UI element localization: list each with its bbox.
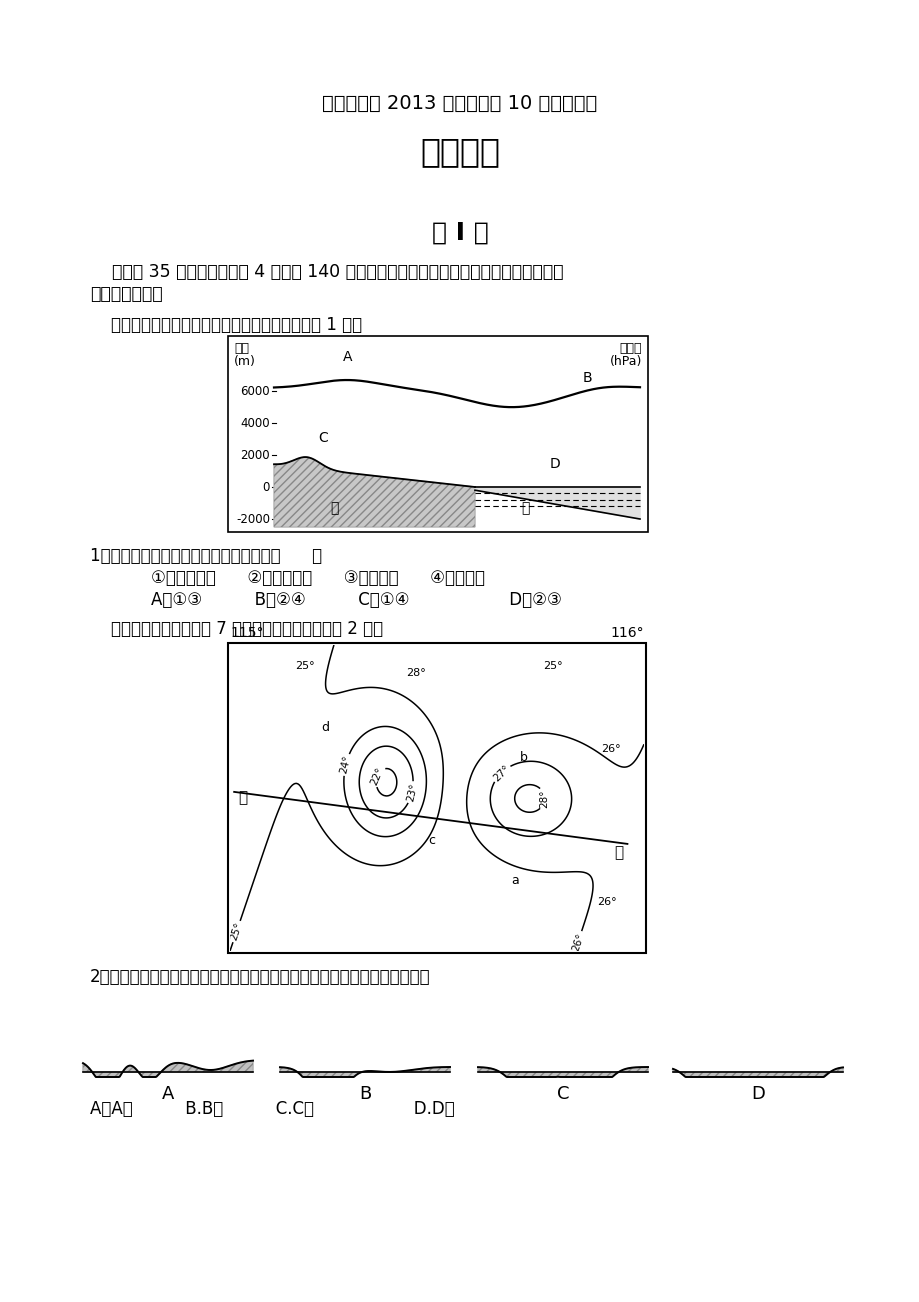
Polygon shape	[474, 487, 640, 519]
Text: 116°: 116°	[609, 626, 643, 641]
Text: C: C	[556, 1085, 569, 1103]
Text: 宜宾市三中 2013 级高三上期 10 月月考试题: 宜宾市三中 2013 级高三上期 10 月月考试题	[322, 94, 597, 112]
Text: b: b	[519, 751, 528, 764]
Text: C: C	[318, 431, 328, 445]
Text: d: d	[321, 721, 329, 734]
Bar	[228, 336, 647, 533]
Text: 28°: 28°	[539, 789, 549, 807]
Text: a: a	[511, 874, 518, 887]
Polygon shape	[478, 1068, 647, 1077]
Text: 读某季节我国东部沿海高空等压面示意图，回答 1 题。: 读某季节我国东部沿海高空等压面示意图，回答 1 题。	[90, 316, 362, 335]
Text: 海: 海	[520, 501, 528, 516]
Text: A: A	[162, 1085, 174, 1103]
Text: c: c	[428, 833, 436, 846]
Polygon shape	[83, 1061, 253, 1077]
Text: (hPa): (hPa)	[609, 355, 641, 368]
Text: 6000: 6000	[240, 384, 269, 397]
Text: 4000: 4000	[240, 417, 269, 430]
Text: ①向高纬凸出      ②向低纬凸出      ③向北凸出      ④向南凸出: ①向高纬凸出 ②向低纬凸出 ③向北凸出 ④向南凸出	[130, 569, 484, 587]
Text: B: B	[358, 1085, 370, 1103]
Text: 乙: 乙	[614, 845, 623, 861]
Text: A．①③          B．②④          C．①④                   D．②③: A．①③ B．②④ C．①④ D．②③	[130, 591, 562, 609]
Text: 甲: 甲	[238, 790, 247, 806]
Text: 26°: 26°	[570, 931, 585, 952]
Text: (m): (m)	[233, 355, 255, 368]
Text: -2000: -2000	[236, 513, 269, 526]
Text: 25°: 25°	[294, 661, 314, 672]
Text: 25°: 25°	[542, 661, 562, 672]
Text: 28°: 28°	[406, 668, 425, 677]
Text: 23°: 23°	[404, 783, 418, 802]
Polygon shape	[274, 457, 474, 527]
Text: 第 I 卷: 第 I 卷	[431, 221, 488, 245]
Text: 26°: 26°	[600, 745, 620, 754]
Text: 陆: 陆	[329, 501, 338, 516]
Text: 22°: 22°	[369, 766, 385, 786]
Text: 25°: 25°	[229, 922, 244, 941]
Text: 文科综合: 文科综合	[420, 135, 499, 168]
Text: 2000: 2000	[240, 449, 269, 462]
Text: 本卷共 35 个小题，每小题 4 分，共 140 分，在每小题给出的四个选项中，只有一项是符: 本卷共 35 个小题，每小题 4 分，共 140 分，在每小题给出的四个选项中，…	[90, 263, 563, 281]
Text: 0: 0	[262, 480, 269, 493]
Polygon shape	[673, 1068, 842, 1077]
Text: 2．从单纯从地形上看，以下四幅剖面图与上图甲乙线段经过地最相符的是：: 2．从单纯从地形上看，以下四幅剖面图与上图甲乙线段经过地最相符的是：	[90, 967, 430, 986]
Text: 24°: 24°	[338, 755, 353, 775]
Text: B: B	[582, 371, 592, 385]
Text: D: D	[549, 457, 560, 471]
Text: 下图为某大陆沿海地区 7 月份等温线图，读图回答 2 题。: 下图为某大陆沿海地区 7 月份等温线图，读图回答 2 题。	[90, 620, 382, 638]
Text: A: A	[342, 350, 352, 365]
Text: A．A图          B.B图          C.C图                   D.D图: A．A图 B.B图 C.C图 D.D图	[90, 1100, 454, 1118]
Text: 海拔: 海拔	[233, 342, 249, 355]
Text: 合题目要求的。: 合题目要求的。	[90, 285, 163, 303]
Text: 1．图示季节，图中所示大陆上的等温线（      ）: 1．图示季节，图中所示大陆上的等温线（ ）	[90, 547, 322, 565]
Text: 等压面: 等压面	[618, 342, 641, 355]
Text: D: D	[750, 1085, 764, 1103]
Text: 26°: 26°	[596, 897, 616, 907]
Text: 115°: 115°	[230, 626, 263, 641]
Text: 27°: 27°	[491, 763, 511, 783]
Bar	[228, 643, 645, 953]
Polygon shape	[279, 1068, 449, 1077]
